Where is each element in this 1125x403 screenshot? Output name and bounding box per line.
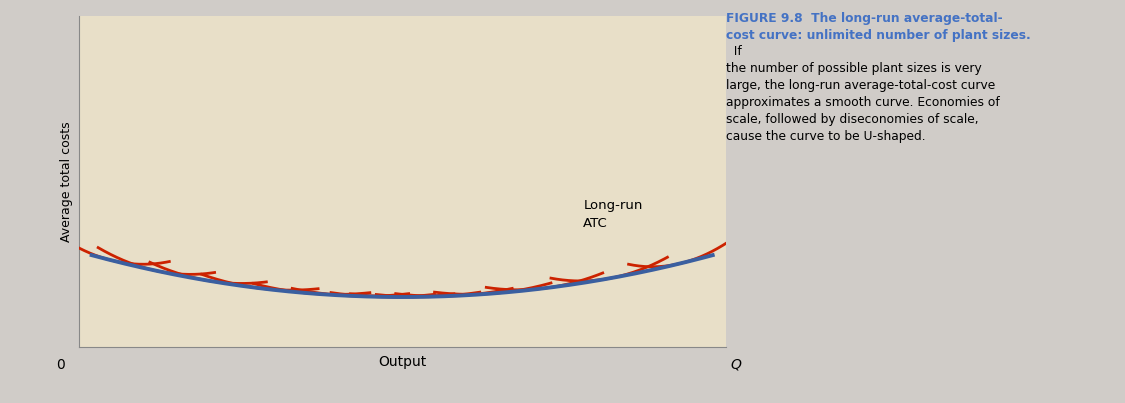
Text: 0: 0 [56, 358, 65, 372]
Y-axis label: Average total costs: Average total costs [61, 121, 73, 242]
Text: FIGURE 9.8  The long-run average-total-
cost curve: unlimited number of plant si: FIGURE 9.8 The long-run average-total- c… [726, 12, 1030, 42]
X-axis label: Output: Output [378, 355, 426, 369]
Text: Q: Q [730, 358, 741, 372]
Text: If
the number of possible plant sizes is very
large, the long-run average-total-: If the number of possible plant sizes is… [726, 45, 999, 143]
Text: Long-run
ATC: Long-run ATC [584, 199, 642, 230]
